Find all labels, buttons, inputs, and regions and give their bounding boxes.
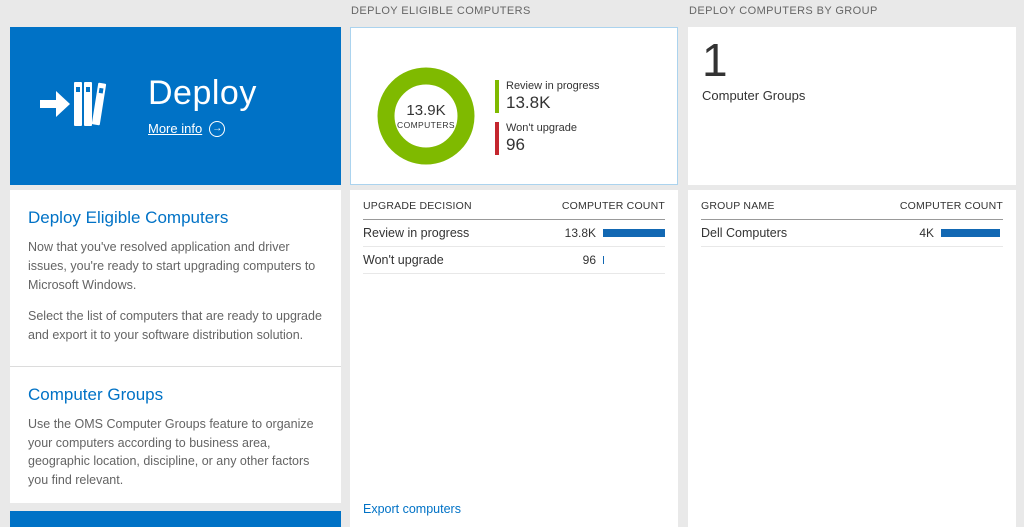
group-name-table: GROUP NAME COMPUTER COUNT Dell Computers… [688, 190, 1016, 527]
computers-by-group-header: DEPLOY COMPUTERS BY GROUP [689, 5, 878, 17]
eligible-computers-card[interactable]: 13.9K COMPUTERS Review in progress 13.8K… [350, 27, 678, 185]
value-bar [603, 256, 605, 264]
row-value: 13.8K [564, 226, 596, 240]
export-computers-link[interactable]: Export computers [363, 502, 461, 516]
donut-center-label: COMPUTERS [397, 120, 455, 130]
legend-value: 13.8K [506, 92, 551, 112]
column-header-computer-count: COMPUTER COUNT [561, 200, 665, 212]
deploy-tile[interactable]: Deploy More info → [10, 27, 341, 185]
section-paragraph: Use the OMS Computer Groups feature to o… [28, 416, 314, 487]
row-value: 96 [582, 253, 596, 267]
donut-center: 13.9K COMPUTERS [375, 65, 477, 167]
value-bar [603, 229, 665, 237]
section-deploy-eligible: Deploy Eligible Computers Now that you'v… [10, 190, 341, 366]
row-value: 4K [919, 226, 934, 240]
eligible-computers-header: DEPLOY ELIGIBLE COMPUTERS [351, 5, 531, 17]
collapsed-tile-strip [10, 511, 341, 527]
group-count: 1 [702, 34, 728, 86]
tile-text: Deploy More info → [148, 74, 257, 139]
section-paragraph: Select the list of computers that are re… [28, 309, 322, 342]
table-header-row: GROUP NAME COMPUTER COUNT [701, 190, 1003, 220]
legend-item-review-in-progress: Review in progress 13.8K [495, 79, 600, 113]
legend-label: Review in progress [506, 79, 600, 92]
section-heading-deploy-eligible: Deploy Eligible Computers [28, 208, 229, 227]
section-computer-groups: Computer Groups Use the OMS Computer Gro… [10, 365, 341, 511]
section-heading-computer-groups: Computer Groups [28, 384, 164, 404]
section-paragraph: Now that you've resolved application and… [28, 240, 316, 292]
arrow-right-circle-icon: → [209, 120, 226, 137]
table-row[interactable]: Dell Computers 4K [701, 220, 1003, 247]
more-info-label: More info [148, 121, 203, 137]
deploy-description-panel: Deploy Eligible Computers Now that you'v… [10, 190, 341, 503]
row-bar-track [603, 256, 665, 264]
row-bar-track [603, 229, 665, 237]
row-label: Won't upgrade [363, 253, 444, 267]
donut-chart: 13.9K COMPUTERS [375, 65, 477, 167]
more-info-link[interactable]: More info → [148, 120, 226, 137]
legend-item-wont-upgrade: Won't upgrade 96 [495, 121, 600, 155]
row-bar-track [941, 229, 1003, 237]
row-label: Dell Computers [701, 226, 788, 240]
table-header-row: UPGRADE DECISION COMPUTER COUNT [363, 190, 665, 220]
table-row[interactable]: Won't upgrade 96 [363, 247, 665, 274]
table-row[interactable]: Review in progress 13.8K [363, 220, 665, 247]
donut-center-value: 13.9K [406, 102, 446, 119]
legend-value: 96 [506, 134, 525, 154]
deploy-icon [38, 77, 108, 136]
row-label: Review in progress [363, 226, 470, 240]
group-count-label: Computer Groups [702, 88, 806, 104]
legend-label: Won't upgrade [506, 121, 578, 134]
column-header-upgrade-decision: UPGRADE DECISION [363, 200, 472, 212]
upgrade-decision-table: UPGRADE DECISION COMPUTER COUNT Review i… [350, 190, 678, 527]
column-header-group-name: GROUP NAME [701, 200, 775, 212]
value-bar [941, 229, 1000, 237]
donut-legend: Review in progress 13.8K Won't upgrade 9… [495, 79, 600, 155]
computer-groups-card[interactable]: 1 Computer Groups [688, 27, 1016, 185]
column-header-computer-count: COMPUTER COUNT [899, 200, 1003, 212]
tile-title: Deploy [148, 73, 257, 112]
